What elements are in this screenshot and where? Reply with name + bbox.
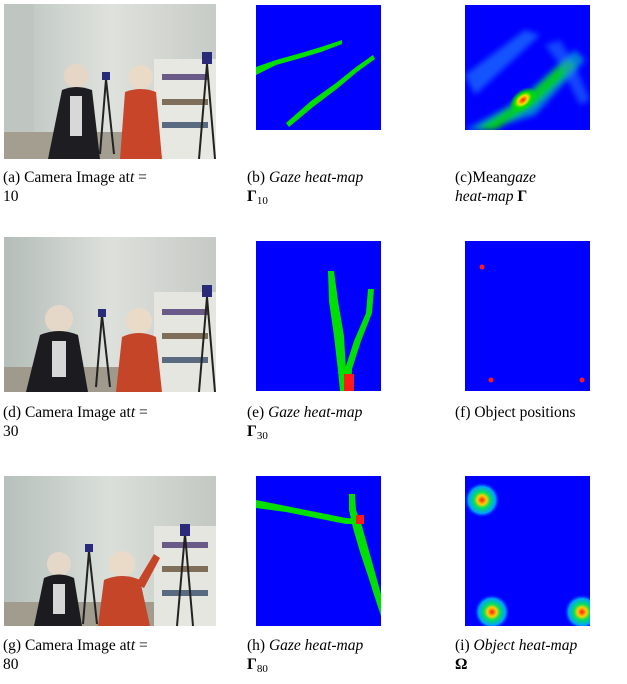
camera-image-t30 [4,237,216,392]
camera-image-t80 [4,476,216,626]
caption-c: (c)Meangaze heat-map Γ [455,169,536,205]
caption-g: (g) Camera Image att = 80 [3,637,148,673]
caption-h: (h) Gaze heat-map Γ80 [247,637,364,675]
caption-d: (d) Camera Image att = 30 [3,404,148,440]
caption-i: (i) Object heat-map Ω [455,637,578,673]
gaze-heatmap-t30 [256,241,381,391]
caption-a: (a) Camera Image att = 10 [3,169,147,205]
object-heatmap [465,476,590,626]
caption-b: (b) Gaze heat-map Γ10 [247,169,364,207]
caption-e: (e) Gaze heat-map Γ30 [247,404,363,442]
object-positions-map [465,241,590,391]
mean-gaze-heatmap [465,5,590,130]
camera-image-t10 [4,4,216,159]
caption-f: (f) Object positions [455,404,576,421]
gaze-heatmap-t10 [256,5,381,130]
gaze-heatmap-t80 [256,476,381,626]
